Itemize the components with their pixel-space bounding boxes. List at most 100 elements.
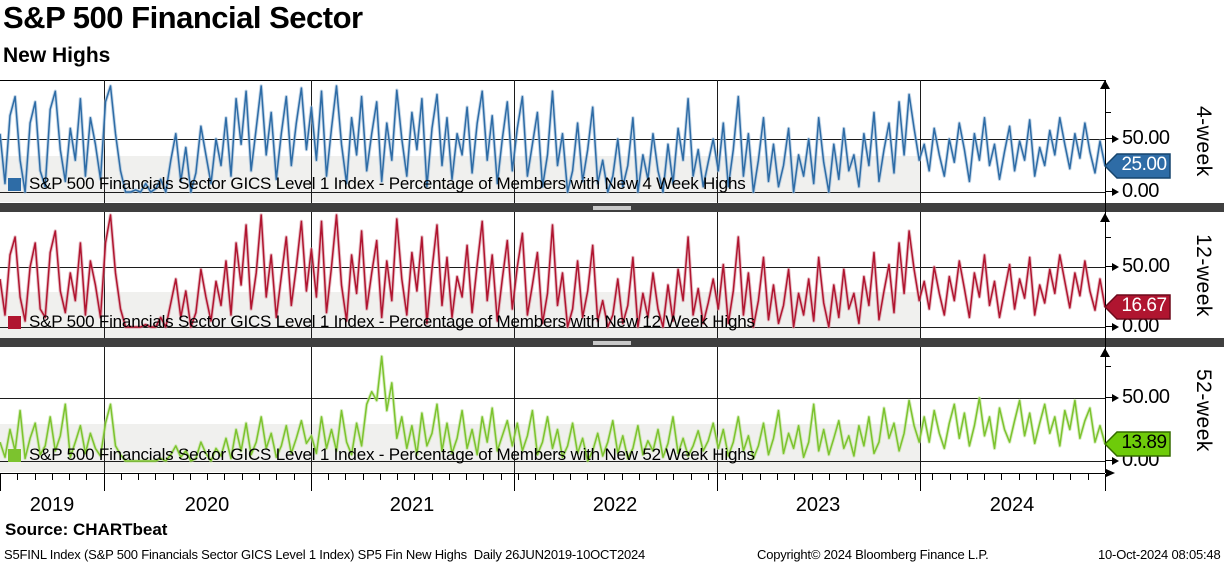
x-axis-year-label: 2019 [29, 494, 75, 516]
month-tick [448, 474, 450, 480]
month-tick [880, 474, 882, 480]
month-tick [569, 474, 571, 480]
month-tick [587, 474, 588, 480]
right-axis-line [1105, 80, 1106, 473]
year-gridline [514, 212, 515, 338]
year-tick [514, 474, 515, 491]
ytick-label: 50.00 [1122, 255, 1170, 277]
ytick-arrow-icon [1112, 188, 1119, 196]
axis-arrow-up-icon [1100, 348, 1110, 357]
ytick-line [1105, 460, 1114, 461]
separator-grip-icon[interactable] [593, 205, 631, 210]
month-tick [535, 474, 537, 480]
x-axis-year-label: 2023 [795, 494, 841, 516]
month-tick [34, 474, 36, 480]
month-tick [794, 474, 796, 480]
legend-swatch-icon [8, 315, 21, 329]
month-tick [725, 474, 727, 480]
legend-row-12week: S&P 500 Financials Sector GICS Level 1 I… [8, 312, 755, 332]
ytick-label: 0.00 [1122, 315, 1159, 337]
separator-grip-icon[interactable] [593, 340, 631, 345]
month-tick [345, 474, 347, 480]
ytick-label: 50.00 [1122, 127, 1170, 149]
legend-label: S&P 500 Financials Sector GICS Level 1 I… [29, 312, 755, 331]
footer-ticker-info: S5FINL Index (S&P 500 Financials Sector … [4, 547, 646, 562]
legend-row-4week: S&P 500 Financials Sector GICS Level 1 I… [8, 174, 746, 194]
legend-label: S&P 500 Financials Sector GICS Level 1 I… [29, 174, 746, 193]
year-gridline [311, 347, 312, 473]
chart-top-frame [0, 80, 1105, 81]
month-tick [483, 474, 485, 480]
month-tick [86, 474, 88, 480]
ytick-line [1105, 266, 1114, 267]
month-tick [17, 474, 19, 480]
month-tick [241, 474, 243, 480]
year-gridline [104, 347, 105, 473]
axis-arrow-up-icon [1100, 213, 1110, 222]
month-tick [621, 474, 623, 480]
panel-separator[interactable] [0, 338, 1224, 347]
last-value-text: 13.89 [1121, 432, 1167, 453]
page-subtitle: New Highs [3, 44, 111, 67]
month-tick [1001, 474, 1003, 480]
month-tick [552, 474, 554, 480]
ytick-arrow-icon [1112, 135, 1119, 143]
month-tick [172, 474, 174, 480]
legend-swatch-icon [8, 448, 21, 462]
ytick-line [1105, 397, 1114, 398]
month-tick [828, 474, 830, 480]
ytick-label: 50.00 [1122, 386, 1170, 408]
panel-52week: S&P 500 Financials Sector GICS Level 1 I… [0, 347, 1105, 473]
year-tick [311, 474, 312, 491]
month-tick [742, 474, 744, 480]
gridline-0 [0, 461, 1105, 462]
series-line-12week [0, 213, 1105, 329]
ytick-arrow-icon [1112, 263, 1119, 271]
month-tick [949, 474, 951, 480]
gridline-50 [0, 139, 1105, 140]
month-tick [466, 474, 468, 480]
x-axis-year-label: 2022 [592, 494, 638, 516]
legend-swatch-icon [8, 177, 21, 191]
series-line-4week [0, 84, 1105, 194]
last-value-tag-4week: 25.00 [1104, 152, 1172, 180]
minor-ytick [1105, 366, 1111, 367]
month-tick [759, 474, 761, 480]
year-tick [717, 474, 718, 491]
month-tick [362, 474, 364, 480]
month-tick [69, 474, 71, 480]
panel-separator[interactable] [0, 203, 1224, 212]
ytick-arrow-icon [1112, 394, 1119, 402]
year-gridline [717, 80, 718, 203]
month-tick [1053, 474, 1055, 480]
month-tick [1035, 474, 1037, 480]
gridline-0 [0, 327, 1105, 328]
last-value-tag-52week: 13.89 [1104, 430, 1172, 458]
panel-12week: S&P 500 Financials Sector GICS Level 1 I… [0, 212, 1105, 338]
month-tick [518, 474, 519, 480]
ytick-arrow-icon [1112, 457, 1119, 465]
month-tick [155, 474, 157, 480]
year-gridline [920, 347, 921, 473]
ytick-line [1105, 326, 1114, 327]
year-gridline [311, 80, 312, 203]
month-tick [1018, 474, 1020, 480]
month-tick [120, 474, 122, 480]
year-tick [1105, 474, 1106, 491]
month-tick [138, 474, 140, 480]
panel-title-52week: 52-week [1192, 368, 1215, 452]
footer-copyright: Copyright© 2024 Bloomberg Finance L.P. [757, 547, 989, 562]
month-tick [189, 474, 191, 480]
x-axis-year-label: 2021 [389, 494, 435, 516]
x-axis-arrow-icon [1106, 469, 1115, 477]
ytick-line [1105, 191, 1114, 192]
legend-label: S&P 500 Financials Sector GICS Level 1 I… [29, 445, 755, 464]
month-tick [224, 474, 226, 480]
year-gridline [920, 212, 921, 338]
month-tick [328, 474, 329, 480]
year-gridline [514, 347, 515, 473]
year-gridline [311, 212, 312, 338]
year-gridline [717, 347, 718, 473]
ytick-line [1105, 138, 1114, 139]
